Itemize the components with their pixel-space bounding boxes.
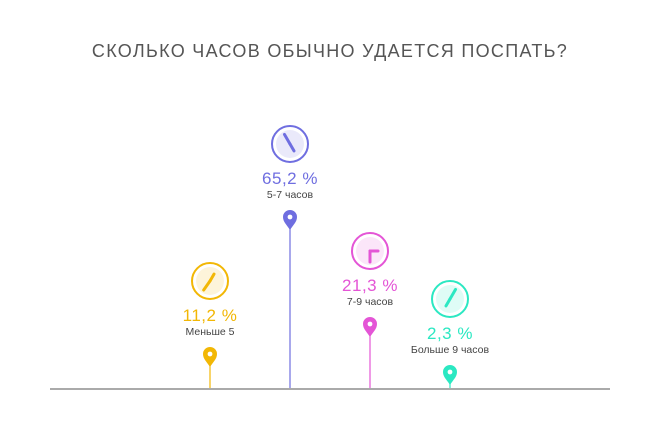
chart-title: СКОЛЬКО ЧАСОВ ОБЫЧНО УДАЕТСЯ ПОСПАТЬ? bbox=[91, 41, 569, 61]
category-label: 7-9 часов bbox=[347, 296, 394, 308]
clock-icon bbox=[431, 280, 469, 318]
pin-marker bbox=[283, 210, 297, 230]
category-label: 5-7 часов bbox=[267, 189, 314, 201]
pin-marker bbox=[363, 317, 377, 337]
pin-dot bbox=[367, 321, 373, 327]
value-label: 2,3 % bbox=[427, 324, 473, 343]
value-label: 11,2 % bbox=[183, 306, 238, 325]
clock-icon bbox=[191, 262, 229, 300]
data-point-1: Меньше 511,2 % bbox=[183, 262, 238, 389]
category-label: Больше 9 часов bbox=[411, 344, 490, 356]
pin-dot bbox=[447, 369, 453, 375]
pin-dot bbox=[287, 214, 293, 220]
value-label: 65,2 % bbox=[262, 169, 318, 188]
clock-icon bbox=[351, 232, 389, 270]
category-label: Меньше 5 bbox=[186, 326, 235, 338]
clock-icon bbox=[271, 125, 309, 163]
pin-marker bbox=[443, 365, 457, 385]
pin-marker bbox=[203, 347, 217, 367]
value-label: 21,3 % bbox=[342, 276, 398, 295]
pin-dot bbox=[207, 351, 213, 357]
